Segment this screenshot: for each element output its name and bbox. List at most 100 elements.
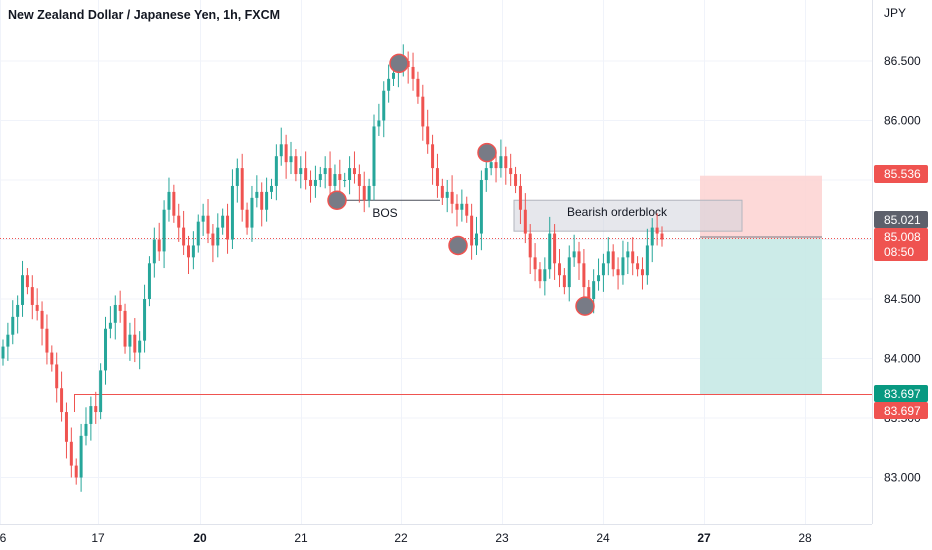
candle-body [157,239,161,252]
candle-body [362,185,366,201]
candle-body [11,316,15,335]
candle-body [367,185,371,201]
candle-body [245,209,249,228]
candle-body [650,227,654,246]
x-tick-label: 21 [294,531,308,545]
candle-body [479,180,483,234]
candle-body [269,185,273,192]
x-tick-label: 17 [91,531,105,545]
x-tick-label: 6 [0,531,7,545]
x-tick-label: 27 [697,531,711,545]
bearish-orderblock-box[interactable] [513,199,743,232]
candle-body [601,263,605,276]
swing-marker [575,296,595,316]
y-tick-label: 83.000 [884,471,921,485]
candle-body [104,328,108,371]
candle-body [533,257,537,270]
candle-body [50,352,54,365]
candle-body [299,168,303,175]
candle-body [567,257,571,288]
candle-body [357,174,361,186]
candle-body [45,328,49,353]
candle-body [445,191,449,198]
candle-body [313,180,317,186]
candle-body [113,304,117,323]
price-tag-stop-green: 83.697 [874,385,928,402]
candle-body [94,406,98,413]
candle-body [133,334,137,353]
candle-body [548,233,552,270]
price-tag-stop-green-bg [874,385,928,402]
candle-body [221,215,225,228]
axis-currency-label: JPY [884,6,906,20]
price-tag-current-bg [874,228,928,261]
price-tag-last: 85.021 [874,211,928,228]
candle-body [328,168,332,186]
candle-body [489,162,493,169]
candle-body [518,185,522,210]
candle-body [118,304,122,311]
candle-body [143,299,147,341]
candle-body [553,233,557,264]
price-countdown-text: 08:50 [884,245,914,259]
candle-body [377,120,381,127]
candle-body [279,144,283,157]
candle-body [177,215,181,228]
candle-body [99,370,103,413]
candle-body [636,263,640,270]
candle-body [265,191,269,210]
candle-body [592,281,596,299]
candle-body [655,227,659,234]
candle-body [309,180,313,186]
bearish-orderblock-label: Bearish orderblock [567,205,668,219]
candle-body [186,245,190,258]
candle-body [196,221,200,246]
candle-body [431,144,435,169]
candle-body [382,90,386,121]
candle-body [640,269,644,276]
candle-body [230,185,234,240]
candle-body [499,156,503,169]
candle-body [35,304,39,311]
candle-body [260,191,264,210]
price-tag-stop-green-text: 83.697 [884,387,921,401]
candle-body [631,251,635,264]
candle-body [528,233,532,258]
candle-body [167,191,171,210]
candle-body [123,310,127,347]
candle-body [21,275,25,305]
candle-body [289,156,293,163]
x-tick-label: 23 [495,531,509,545]
candle-body [138,340,142,353]
candle-body [352,168,356,175]
take-profit-zone[interactable] [700,238,822,395]
candle-body [514,174,518,186]
candle-body [392,72,396,79]
candle-body [411,66,415,79]
candle-body [523,209,527,234]
candle-body [455,203,459,210]
candle-body [465,203,469,216]
candle-body [172,191,176,216]
candle-body [79,435,83,478]
price-tag-stop-red: 83.697 [874,402,928,419]
candle-body [30,287,34,305]
x-tick-label: 28 [798,531,812,545]
price-tag-target: 85.536 [874,165,928,183]
y-tick-label: 84.000 [884,352,921,366]
candle-body [538,269,542,282]
candle-body [348,168,352,180]
price-tag-last-bg [874,211,928,228]
candle-body [504,156,508,169]
x-tick-label: 20 [193,531,207,545]
candle-body [162,209,166,252]
candle-body [255,191,259,198]
candle-body [557,263,561,276]
candle-body [645,245,649,276]
candle-body [60,388,64,413]
candle-body [494,162,498,169]
x-tick-label: 22 [394,531,408,545]
candle-body [606,251,610,264]
swing-marker [448,235,468,256]
